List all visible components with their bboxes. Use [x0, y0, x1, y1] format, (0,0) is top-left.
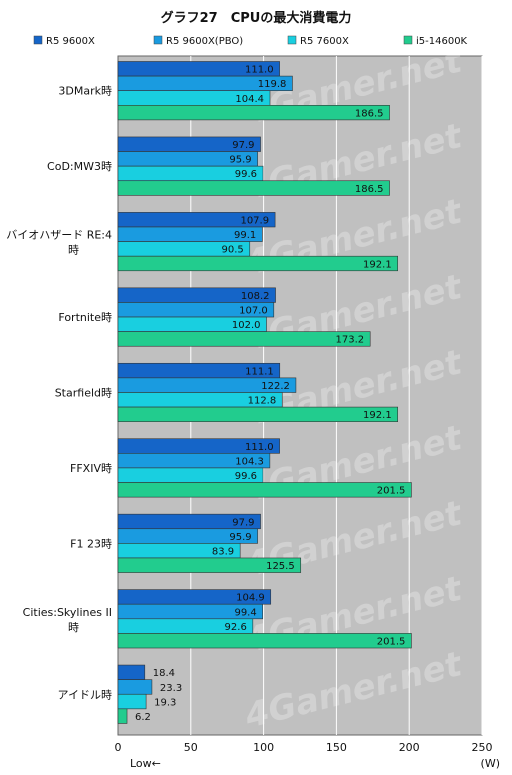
- data-label: 83.9: [212, 546, 234, 557]
- bar: [117, 482, 412, 498]
- bar: [117, 331, 371, 347]
- legend-label: R5 9600X: [46, 36, 95, 47]
- data-label: 99.6: [235, 471, 257, 482]
- x-tick-label: 150: [326, 741, 347, 754]
- bar: [117, 557, 302, 573]
- data-label: 111.0: [245, 442, 274, 453]
- bar: [117, 664, 146, 680]
- data-label: 108.2: [241, 291, 270, 302]
- chart-title: グラフ27 CPUの最大消費電力: [161, 10, 352, 26]
- legend-label: R5 9600X(PBO): [166, 36, 243, 47]
- legend-label: i5-14600K: [416, 36, 468, 47]
- data-label: 92.6: [225, 622, 247, 633]
- data-label: 99.1: [234, 230, 256, 241]
- data-label: 104.4: [235, 94, 264, 105]
- x-axis-unit: (W): [481, 757, 500, 770]
- x-tick-label: 100: [253, 741, 274, 754]
- bar: [117, 180, 390, 196]
- data-label: 111.0: [245, 65, 274, 76]
- category-label: 時: [68, 244, 79, 257]
- category-label: 3DMark時: [58, 85, 112, 98]
- category-label: FFXIV時: [70, 462, 112, 475]
- data-label: 95.9: [229, 532, 251, 543]
- bar: [117, 708, 128, 724]
- legend-swatch: [403, 35, 413, 45]
- category-label: バイオハザード RE:4: [6, 229, 112, 242]
- data-label: 119.8: [258, 79, 287, 90]
- data-label: 104.9: [236, 593, 265, 604]
- data-label: 112.8: [248, 396, 277, 407]
- data-label: 23.3: [160, 683, 182, 694]
- data-label: 173.2: [336, 335, 365, 346]
- x-axis-note: Low←: [130, 757, 161, 770]
- data-label: 97.9: [232, 140, 254, 151]
- x-tick-label: 200: [399, 741, 420, 754]
- data-label: 97.9: [232, 517, 254, 528]
- data-label: 107.9: [240, 215, 269, 226]
- bar: [117, 679, 153, 695]
- legend-swatch: [287, 35, 297, 45]
- category-label: 時: [68, 621, 79, 634]
- category-label: Starfield時: [55, 386, 112, 399]
- legend-swatch: [153, 35, 163, 45]
- data-label: 192.1: [363, 259, 392, 270]
- data-label: 19.3: [154, 697, 176, 708]
- data-label: 104.3: [235, 456, 264, 467]
- category-label: Cities:Skylines II: [23, 606, 112, 619]
- data-label: 192.1: [363, 410, 392, 421]
- data-label: 6.2: [135, 712, 151, 723]
- data-label: 122.2: [261, 381, 290, 392]
- data-label: 186.5: [355, 108, 384, 119]
- data-label: 201.5: [377, 637, 406, 648]
- bar: [117, 255, 398, 272]
- x-tick-label: 250: [472, 741, 493, 754]
- category-label: CoD:MW3時: [47, 160, 112, 173]
- data-label: 99.6: [235, 169, 257, 180]
- data-label: 107.0: [239, 306, 268, 317]
- bar: [117, 693, 147, 710]
- bar: [117, 633, 412, 649]
- bar: [117, 406, 398, 422]
- data-label: 186.5: [355, 184, 384, 195]
- data-label: 201.5: [377, 486, 406, 497]
- legend-swatch: [33, 35, 43, 45]
- data-label: 99.4: [234, 607, 256, 618]
- data-label: 95.9: [229, 155, 251, 166]
- x-tick-label: 50: [184, 741, 198, 754]
- category-label: Fortnite時: [58, 311, 112, 324]
- data-label: 102.0: [232, 320, 261, 331]
- category-label: アイドル時: [58, 688, 112, 701]
- bar: [117, 105, 390, 121]
- legend-label: R5 7600X: [300, 36, 349, 47]
- data-label: 111.1: [245, 366, 274, 377]
- data-label: 125.5: [266, 561, 295, 572]
- data-label: 18.4: [153, 668, 175, 679]
- data-label: 90.5: [222, 245, 244, 256]
- x-tick-label: 0: [115, 741, 122, 754]
- category-label: F1 23時: [70, 537, 112, 550]
